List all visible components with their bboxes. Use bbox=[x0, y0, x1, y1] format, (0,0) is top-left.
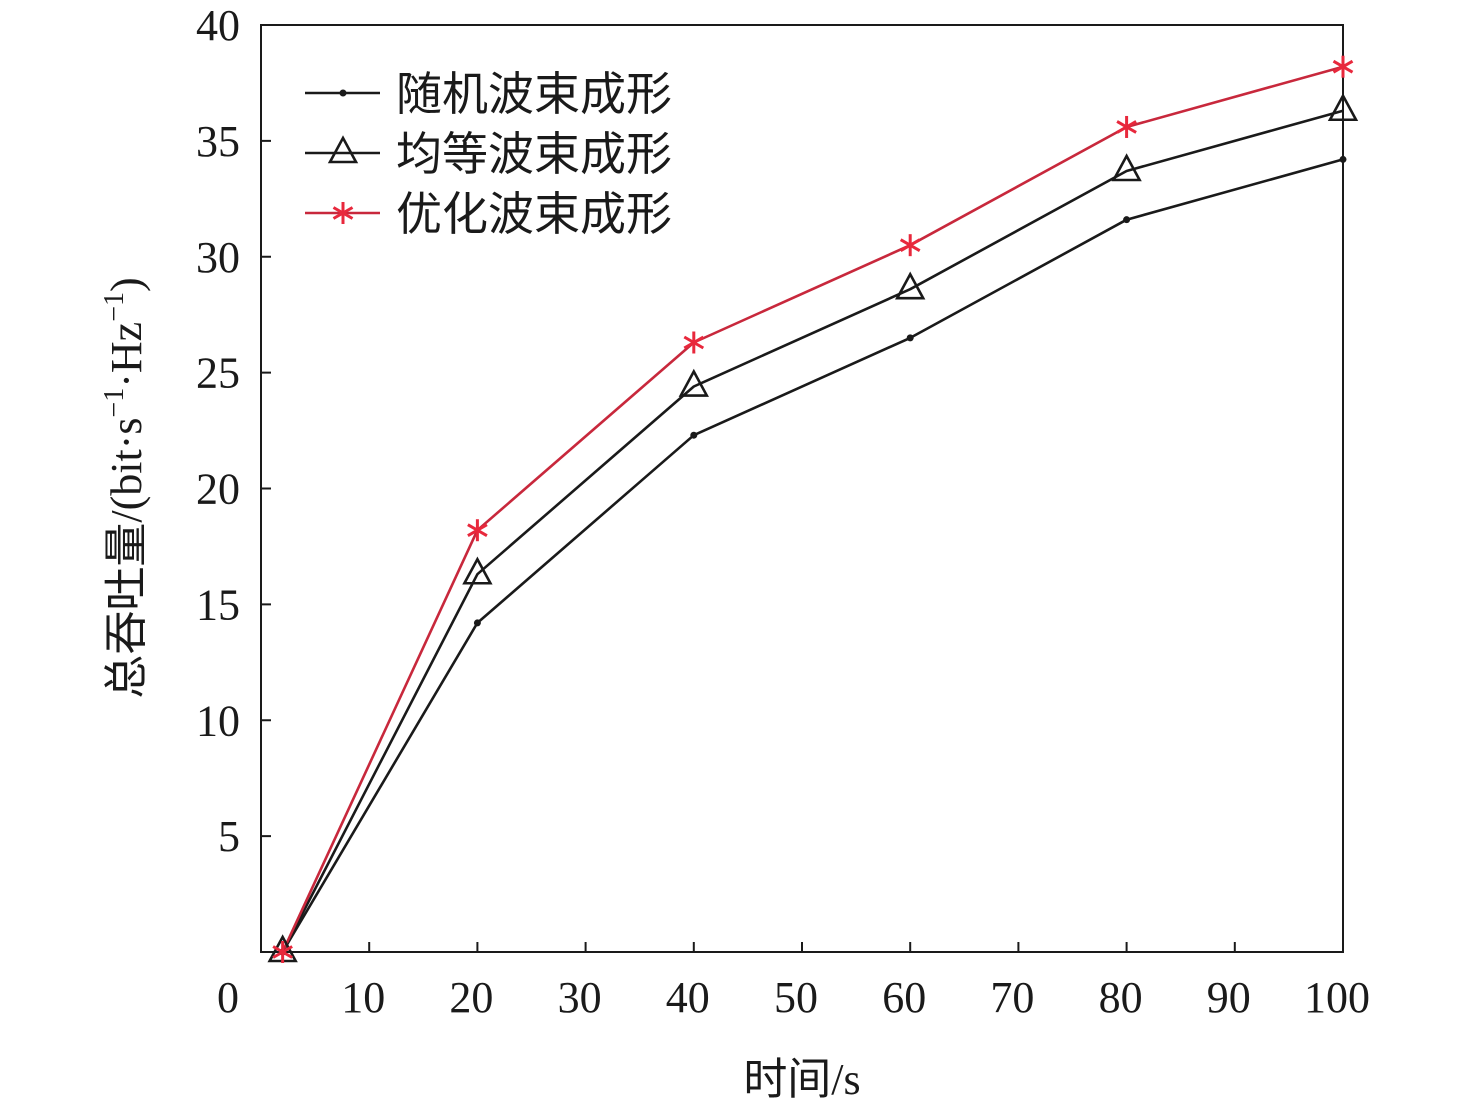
y-tick-label: 20 bbox=[196, 465, 240, 514]
y-tick-label: 30 bbox=[196, 233, 240, 282]
data-point-series-3 bbox=[683, 331, 705, 354]
y-axis-title: 总吞吐量/(bit·s−1·Hz−1) bbox=[99, 277, 151, 698]
series-line-2 bbox=[281, 109, 1344, 953]
y-axis-ticks: 5 10 15 20 25 30 35 40 bbox=[196, 1, 271, 861]
series-markers bbox=[267, 55, 1359, 963]
data-point-series-2 bbox=[462, 556, 493, 585]
y-axis-title-sup2: −1 bbox=[99, 292, 130, 322]
y-tick-label: 5 bbox=[218, 812, 240, 861]
series-lines bbox=[281, 65, 1344, 953]
y-tick-label: 25 bbox=[196, 349, 240, 398]
x-axis-ticks: 0 10 20 30 40 50 60 70 80 90 100 bbox=[217, 942, 1370, 1022]
data-point-series-1 bbox=[473, 619, 481, 627]
x-tick-label: 40 bbox=[666, 973, 710, 1022]
y-axis-title-prefix: 总吞吐量/(bit·s bbox=[102, 418, 151, 699]
y-tick-label: 15 bbox=[196, 580, 240, 629]
x-tick-label: 0 bbox=[217, 973, 239, 1022]
x-tick-label: 20 bbox=[449, 973, 493, 1022]
data-point-series-2 bbox=[1327, 93, 1359, 122]
x-axis-title: 时间/s bbox=[743, 1055, 860, 1104]
x-tick-label: 100 bbox=[1304, 973, 1370, 1022]
data-point-series-3 bbox=[1332, 55, 1354, 78]
y-tick-label: 10 bbox=[196, 696, 240, 745]
x-tick-label: 90 bbox=[1207, 973, 1251, 1022]
legend-label-1: 随机波束成形 bbox=[396, 69, 672, 120]
y-tick-label: 40 bbox=[196, 1, 240, 50]
data-point-series-1 bbox=[1339, 155, 1347, 163]
y-axis-title-sup1: −1 bbox=[99, 388, 130, 418]
series-line-3 bbox=[281, 65, 1344, 953]
x-tick-label: 70 bbox=[990, 973, 1034, 1022]
data-point-series-3 bbox=[899, 234, 921, 257]
x-tick-label: 30 bbox=[558, 973, 602, 1022]
legend-marker-1 bbox=[339, 89, 347, 97]
data-point-series-3 bbox=[272, 941, 293, 963]
x-tick-label: 50 bbox=[774, 973, 818, 1022]
data-point-series-1 bbox=[1123, 216, 1131, 224]
legend-label-3: 优化波束成形 bbox=[396, 189, 672, 240]
data-point-series-2 bbox=[1111, 153, 1142, 182]
legend-marker-3 bbox=[332, 202, 354, 224]
legend-label-2: 均等波束成形 bbox=[396, 129, 672, 180]
data-point-series-1 bbox=[906, 334, 914, 342]
data-point-series-1 bbox=[690, 431, 698, 439]
y-axis-title-mid: ·Hz bbox=[102, 322, 151, 388]
x-tick-label: 10 bbox=[341, 973, 385, 1022]
data-point-series-3 bbox=[467, 519, 488, 542]
x-tick-label: 60 bbox=[882, 973, 926, 1022]
y-axis-title-suffix: ) bbox=[102, 277, 151, 292]
y-tick-label: 35 bbox=[196, 117, 240, 166]
series-line-1 bbox=[281, 158, 1344, 953]
x-tick-label: 80 bbox=[1099, 973, 1143, 1022]
data-point-series-2 bbox=[895, 271, 926, 300]
legend-marker-2 bbox=[327, 135, 359, 164]
data-point-series-3 bbox=[1116, 115, 1137, 138]
data-point-series-2 bbox=[678, 368, 709, 397]
